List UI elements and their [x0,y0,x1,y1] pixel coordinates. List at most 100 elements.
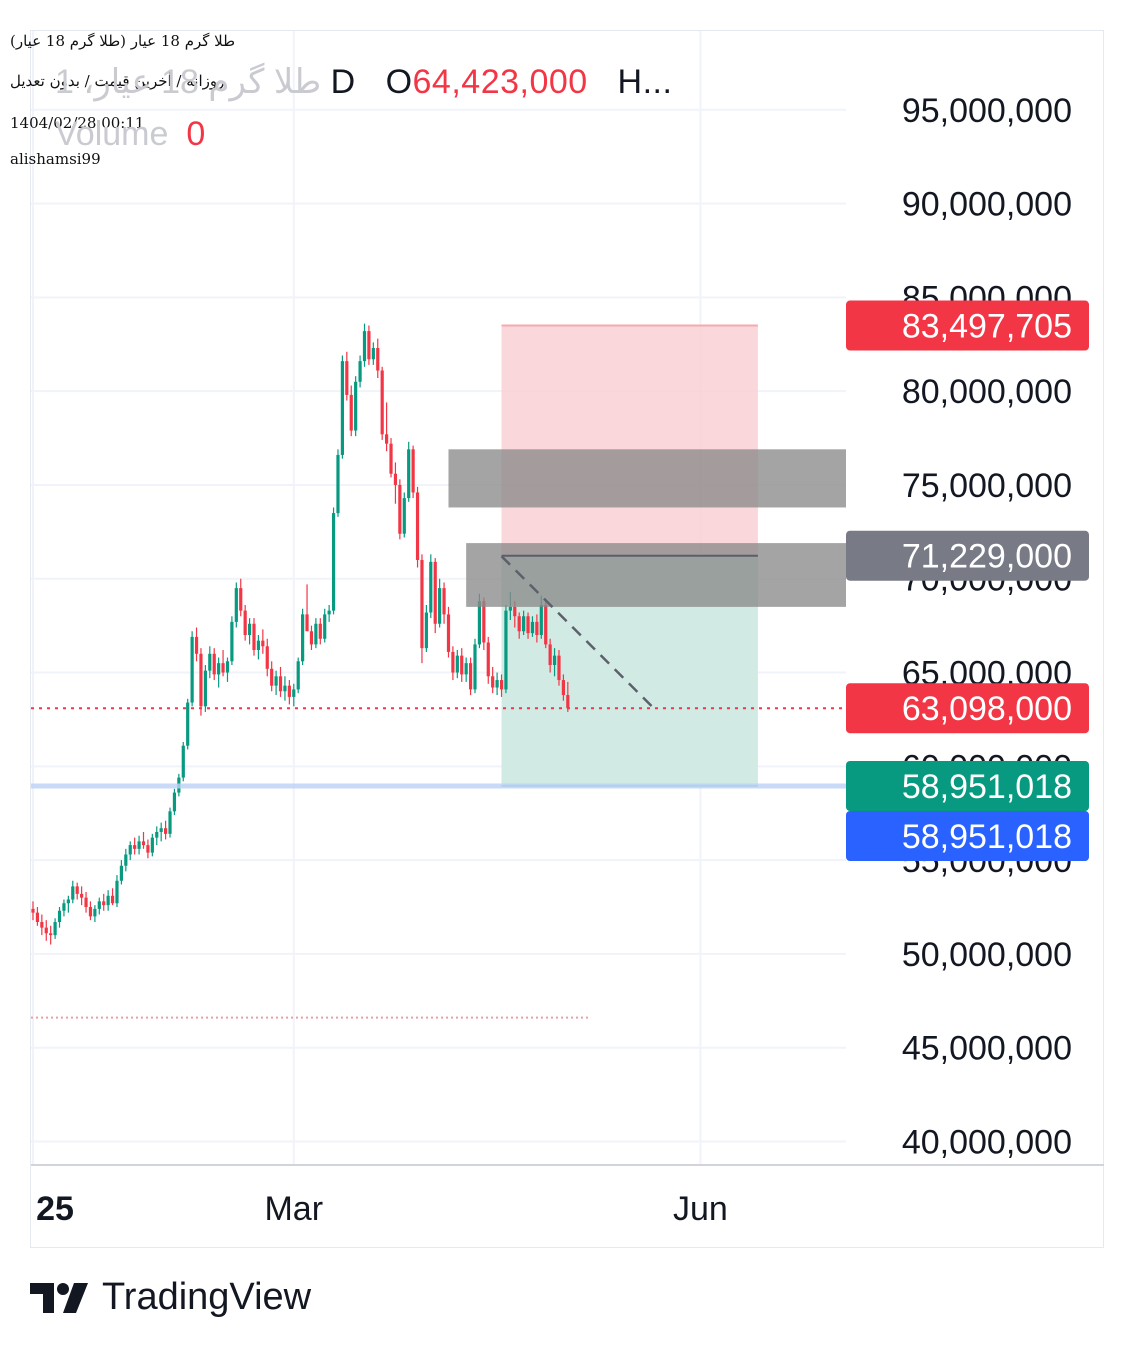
candle-body-109 [513,606,517,617]
price-label-text-1: 71,229,000 [902,538,1072,576]
price-label-text-3: 58,951,018 [902,768,1072,806]
candle-body-99 [468,663,473,690]
candle-body-44 [225,661,230,673]
price-label-text-2: 63,098,000 [902,690,1072,728]
candle-body-0 [31,908,35,913]
candle-body-110 [517,616,521,632]
candle-body-10 [75,886,79,894]
candle-body-38 [199,653,203,707]
candle-body-121 [566,695,570,709]
candle-body-1 [35,912,40,923]
time-axis: 25 Mar Jun [36,1190,728,1228]
tradingview-logo[interactable]: TradingView [30,1276,311,1319]
candle-body-6 [57,910,62,923]
candle-body-62 [305,614,309,632]
candle-body-115 [539,605,543,636]
candle-body-100 [473,644,477,690]
legend-high-label[interactable]: H... [617,63,673,101]
candle-body-56 [278,676,283,692]
candle-body-9 [71,886,75,900]
candle-body-25 [141,841,146,846]
candle-body-59 [292,689,296,697]
stop-loss-zone [501,325,758,556]
candle-body-112 [526,616,530,634]
candle-body-94 [446,614,451,652]
candle-body-14 [93,908,97,917]
candle-body-60 [296,661,300,690]
candle-body-5 [53,922,57,936]
candle-body-82 [393,473,398,485]
x-tick-label-0: 25 [36,1190,74,1228]
candle-body-74 [358,361,362,382]
candle-body-69 [336,454,340,514]
price-label-text-0: 83,497,705 [902,308,1072,346]
candle-body-118 [552,655,557,666]
candle-body-23 [133,845,137,849]
candle-body-111 [522,616,526,632]
candle-body-78 [376,348,380,371]
candle-body-73 [354,381,358,431]
candle-body-76 [367,331,371,360]
candle-body-16 [102,901,106,906]
candle-body-32 [172,792,177,812]
candle-body-117 [548,644,552,666]
candle-body-48 [243,610,247,636]
candle-body-24 [137,841,141,849]
candle-body-31 [168,811,172,834]
candle-body-51 [256,640,261,651]
candle-body-4 [49,933,53,936]
y-tick-label-2: 50,000,000 [902,936,1072,974]
volume-label: Volume [55,115,169,153]
price-label-text-4: 58,951,018 [902,818,1072,856]
candle-body-106 [499,680,504,690]
candle-body-42 [217,663,221,675]
candle-body-83 [398,484,402,534]
candle-body-34 [181,745,185,778]
gray-zone-1 [466,543,846,607]
candle-body-89 [424,612,428,649]
symbol-title: طلا گرم 18 عیار (طلا گرم 18 عیار) [10,32,236,50]
candle-body-77 [371,348,375,360]
candle-body-95 [451,651,455,673]
candle-body-65 [318,623,322,639]
candle-body-66 [323,614,327,639]
x-tick-label-2: Jun [673,1190,728,1228]
candle-body-43 [221,663,225,673]
chart-author: alishamsi99 [10,150,101,168]
candle-body-22 [128,845,132,855]
candlestick-series [31,323,570,945]
candle-body-114 [535,621,539,636]
candle-body-47 [239,588,243,611]
candle-body-46 [234,588,238,622]
candle-body-39 [203,670,207,707]
candle-body-64 [314,623,318,645]
candle-body-61 [301,614,305,662]
candle-body-75 [362,331,367,362]
candle-body-58 [287,685,291,697]
candle-body-70 [340,361,344,455]
candle-body-28 [155,831,159,838]
candle-body-79 [380,370,384,435]
candle-body-12 [84,897,88,908]
candle-body-37 [194,636,199,654]
candle-body-8 [66,899,70,904]
candle-body-113 [530,621,535,634]
price-label-box-3 [846,761,1089,812]
candle-body-13 [88,907,93,917]
candle-body-101 [477,601,482,645]
candle-body-120 [561,680,565,696]
candle-body-98 [464,663,468,675]
legend-open-label: O [385,63,413,101]
price-label-box-2 [846,683,1089,734]
y-tick-label-8: 80,000,000 [902,373,1072,411]
y-tick-label-1: 45,000,000 [902,1030,1072,1068]
candle-body-18 [110,895,115,904]
candle-body-55 [274,676,278,686]
candle-body-54 [270,668,274,686]
candle-body-84 [402,498,406,534]
candle-body-71 [345,361,349,395]
candle-body-17 [106,895,110,906]
candle-body-119 [557,655,561,681]
price-labels: 83,497,705 71,229,000 63,098,000 58,951,018… [846,300,1089,862]
